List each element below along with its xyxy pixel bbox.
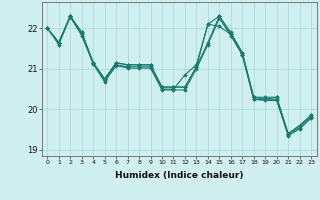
X-axis label: Humidex (Indice chaleur): Humidex (Indice chaleur) xyxy=(115,171,244,180)
